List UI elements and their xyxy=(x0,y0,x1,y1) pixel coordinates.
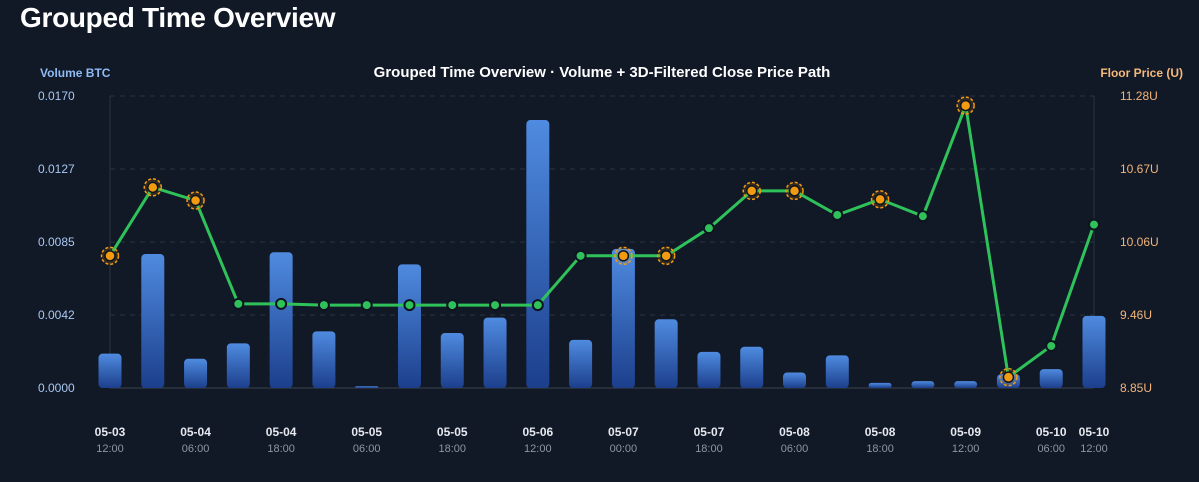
x-tick-date: 05-05 xyxy=(437,425,468,439)
volume-bar xyxy=(184,358,208,388)
volume-bar xyxy=(397,264,421,388)
x-tick-time: 06:00 xyxy=(353,443,381,455)
price-point xyxy=(831,208,844,221)
volume-bar xyxy=(141,254,165,388)
volume-bar xyxy=(269,252,293,388)
left-tick-label: 0.0042 xyxy=(38,308,75,322)
x-tick-date: 05-09 xyxy=(950,425,981,439)
x-tick-date: 05-10 xyxy=(1079,425,1110,439)
grid-lines xyxy=(109,95,1095,389)
x-tick-time: 12:00 xyxy=(524,443,552,455)
volume-bar xyxy=(1082,315,1106,388)
price-point xyxy=(531,299,544,312)
highlight-point xyxy=(617,250,630,262)
volume-bar xyxy=(526,120,550,388)
x-tick-date: 05-07 xyxy=(608,425,639,439)
x-tick-time: 06:00 xyxy=(182,443,210,455)
volume-bar xyxy=(226,343,250,388)
volume-bar xyxy=(654,319,678,388)
highlight-point xyxy=(660,250,672,262)
right-tick-label: 8.85U xyxy=(1120,381,1152,395)
price-point xyxy=(403,299,416,312)
chart-title: Grouped Time Overview · Volume + 3D-Filt… xyxy=(374,64,831,81)
x-tick-date: 05-07 xyxy=(694,425,725,439)
x-tick-date: 05-08 xyxy=(865,425,896,439)
left-tick-label: 0.0170 xyxy=(38,89,75,103)
volume-bar xyxy=(825,355,849,388)
x-tick-time: 12:00 xyxy=(96,443,124,455)
highlight-point xyxy=(745,185,758,197)
volume-bar xyxy=(569,339,593,388)
highlight-point xyxy=(788,185,801,197)
volume-bar xyxy=(868,382,892,388)
right-axis-title: Floor Price (U) xyxy=(1100,66,1183,80)
highlight-point xyxy=(959,99,972,112)
volume-bar xyxy=(911,381,935,388)
price-point xyxy=(232,297,245,310)
x-tick-date: 05-04 xyxy=(180,425,211,439)
highlight-point xyxy=(189,194,202,207)
right-tick-label: 9.46U xyxy=(1120,308,1152,322)
x-tick-time: 18:00 xyxy=(695,443,723,455)
x-tick-time: 06:00 xyxy=(1037,443,1065,455)
volume-bar xyxy=(611,248,635,388)
right-axis-ticks: 8.85U 9.46U 10.06U 10.67U 11.28U xyxy=(1120,89,1159,395)
x-tick-date: 05-03 xyxy=(95,425,126,439)
x-tick-time: 12:00 xyxy=(1080,443,1108,455)
price-markers xyxy=(100,96,1100,387)
x-tick-time: 18:00 xyxy=(438,443,466,455)
price-point xyxy=(275,297,288,310)
price-point xyxy=(489,299,502,312)
x-tick-time: 06:00 xyxy=(781,443,809,455)
volume-bar xyxy=(740,346,764,388)
price-point xyxy=(317,299,330,312)
volume-bar xyxy=(483,317,507,388)
price-line xyxy=(108,104,1096,379)
price-point xyxy=(1088,218,1100,231)
volume-bar xyxy=(954,381,978,388)
highlight-point xyxy=(874,193,886,206)
volume-bar xyxy=(1039,369,1063,388)
price-point xyxy=(360,299,373,312)
highlight-point xyxy=(147,181,159,194)
left-tick-label: 0.0127 xyxy=(38,162,75,176)
left-tick-label: 0.0000 xyxy=(38,381,75,395)
volume-bar xyxy=(312,331,336,388)
price-point xyxy=(446,299,459,312)
volume-bar xyxy=(783,372,807,388)
x-tick-date: 05-08 xyxy=(779,425,810,439)
price-point xyxy=(916,210,929,223)
x-tick-time: 18:00 xyxy=(866,443,894,455)
right-tick-label: 11.28U xyxy=(1120,89,1158,103)
x-tick-date: 05-06 xyxy=(522,425,553,439)
page-title: Grouped Time Overview xyxy=(20,2,336,33)
price-point xyxy=(1045,339,1058,352)
volume-bar xyxy=(697,351,721,388)
highlight-point xyxy=(104,250,116,262)
left-axis-title: Volume BTC xyxy=(40,66,111,80)
x-tick-time: 00:00 xyxy=(610,443,638,455)
right-tick-label: 10.67U xyxy=(1120,162,1159,176)
price-line-path xyxy=(108,104,1096,379)
x-tick-time: 12:00 xyxy=(952,443,980,455)
left-tick-label: 0.0085 xyxy=(38,235,75,249)
right-tick-label: 10.06U xyxy=(1120,235,1159,249)
x-tick-date: 05-10 xyxy=(1036,425,1067,439)
price-point xyxy=(574,249,587,262)
left-axis-ticks: 0.0000 0.0042 0.0085 0.0127 0.0170 xyxy=(38,89,75,395)
volume-bar xyxy=(98,353,122,388)
highlight-point xyxy=(1002,371,1015,383)
x-tick-date: 05-04 xyxy=(266,425,297,439)
volume-bars xyxy=(98,120,1106,388)
x-axis-ticks: 05-03 12:00 05-04 06:00 05-04 18:00 05-05 06:00… xyxy=(95,425,1110,455)
x-tick-date: 05-05 xyxy=(351,425,382,439)
x-tick-time: 18:00 xyxy=(267,443,295,455)
volume-bar xyxy=(355,386,379,388)
price-point xyxy=(702,222,715,235)
volume-bar xyxy=(440,333,464,388)
